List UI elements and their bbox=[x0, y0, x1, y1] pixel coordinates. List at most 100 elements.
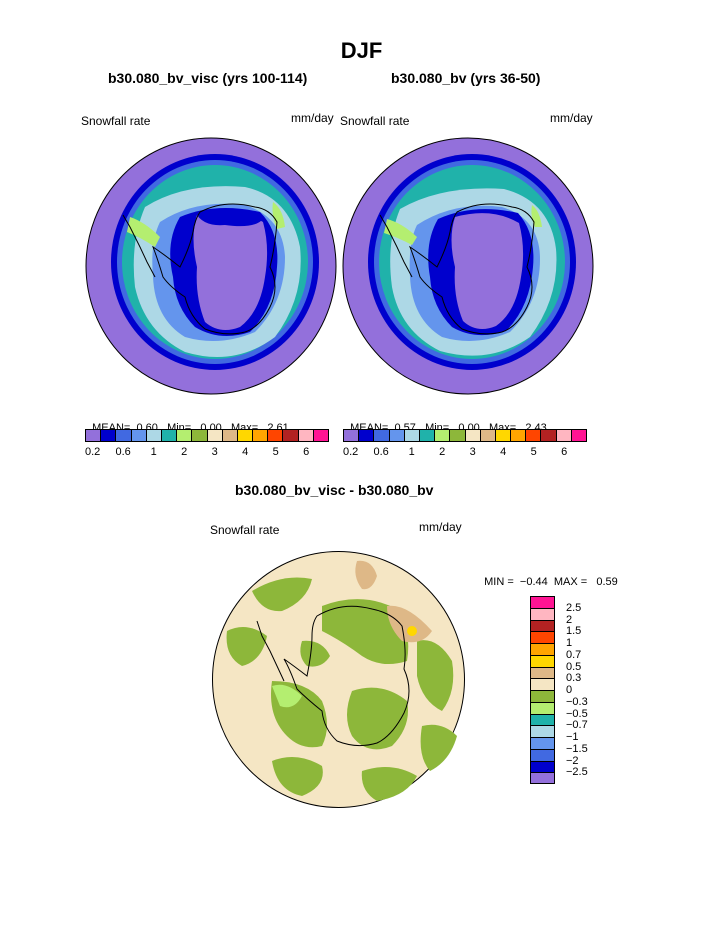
panel2-polar-map bbox=[342, 137, 594, 395]
colorbar-swatch bbox=[530, 607, 555, 620]
colorbar-swatch bbox=[530, 737, 555, 749]
colorbar-swatch bbox=[530, 725, 555, 737]
colorbar-tick-label: 5 bbox=[530, 446, 537, 458]
colorbar-swatch bbox=[450, 430, 466, 441]
colorbar-swatch bbox=[101, 430, 117, 441]
colorbar-swatch bbox=[237, 430, 254, 441]
panel1-subtitle: b30.080_bv_visc (yrs 100-114) bbox=[108, 70, 308, 86]
colorbar-level-label: −0.3 bbox=[566, 695, 588, 708]
colorbar-tick-label: 5 bbox=[272, 446, 279, 458]
colorbar-swatch bbox=[530, 701, 555, 714]
colorbar-tick-label: 0.2 bbox=[84, 446, 101, 458]
diff-peninsula-coast bbox=[256, 620, 285, 682]
colorbar-swatch bbox=[161, 430, 178, 441]
panel2-subtitle: b30.080_bv (yrs 36-50) bbox=[391, 70, 541, 86]
diff-colorbar bbox=[530, 596, 555, 784]
panel1-variable-label: Snowfall rate bbox=[81, 114, 151, 128]
colorbar-swatch bbox=[530, 748, 555, 761]
colorbar-swatch bbox=[207, 430, 223, 441]
colorbar-level-label: −2.5 bbox=[566, 766, 588, 779]
colorbar-tick-label: 6 bbox=[561, 446, 568, 458]
panel1-coastline bbox=[151, 203, 278, 335]
colorbar-swatch bbox=[530, 690, 555, 702]
diff-stats: MIN = −0.44 MAX = 0.59 bbox=[478, 564, 618, 588]
colorbar-tick-label: 0.6 bbox=[373, 446, 389, 458]
colorbar-swatch bbox=[359, 430, 375, 441]
colorbar-swatch bbox=[530, 666, 555, 679]
colorbar-swatch bbox=[389, 430, 405, 441]
diff-polar-map bbox=[212, 551, 465, 808]
colorbar-tick-label: 6 bbox=[303, 446, 310, 458]
colorbar-level-label: 0.5 bbox=[566, 660, 582, 673]
colorbar-swatch bbox=[541, 430, 557, 441]
panel2-map-fill bbox=[342, 137, 594, 395]
colorbar-level-label: −0.7 bbox=[566, 719, 588, 732]
colorbar-level-label: 1.5 bbox=[566, 625, 582, 638]
panel2-peninsula-coast bbox=[379, 214, 413, 278]
colorbar-swatch bbox=[344, 430, 360, 441]
panel1-colorbar-ticks: 0.2 0.6 1 2 3 4 5 6 bbox=[85, 446, 329, 460]
diff-coastline bbox=[283, 605, 410, 747]
colorbar-level-label: −0.5 bbox=[566, 707, 588, 720]
colorbar-swatch bbox=[374, 430, 390, 441]
colorbar-swatch bbox=[530, 760, 555, 773]
colorbar-swatch bbox=[146, 430, 162, 441]
panel1-units-label: mm/day bbox=[291, 111, 334, 125]
colorbar-level-label: 2 bbox=[566, 613, 573, 626]
colorbar-swatch bbox=[495, 430, 512, 441]
colorbar-swatch bbox=[530, 713, 555, 726]
panel2-variable-label: Snowfall rate bbox=[340, 114, 410, 128]
colorbar-swatch bbox=[530, 619, 555, 632]
diff-variable-label: Snowfall rate bbox=[210, 523, 280, 537]
colorbar-tick-label: 4 bbox=[500, 446, 507, 458]
colorbar-swatch bbox=[283, 430, 299, 441]
colorbar-level-label: 1 bbox=[566, 637, 573, 649]
colorbar-swatch bbox=[530, 654, 555, 667]
diff-units-label: mm/day bbox=[419, 520, 462, 534]
colorbar-tick-label: 1 bbox=[150, 446, 157, 458]
colorbar-tick-label: 3 bbox=[469, 446, 476, 458]
colorbar-swatch bbox=[511, 430, 527, 441]
diff-max-label: MAX = bbox=[553, 576, 588, 588]
colorbar-level-label: 0.7 bbox=[566, 648, 582, 661]
colorbar-swatch bbox=[268, 430, 284, 441]
diff-subtitle: b30.080_bv_visc - b30.080_bv bbox=[235, 482, 434, 498]
panel1-colorbar bbox=[85, 429, 329, 442]
colorbar-tick-label: 3 bbox=[211, 446, 218, 458]
colorbar-swatch bbox=[222, 430, 238, 441]
colorbar-swatch bbox=[435, 430, 451, 441]
colorbar-level-label: −1 bbox=[566, 731, 579, 743]
colorbar-level-label: −1.5 bbox=[566, 742, 588, 755]
colorbar-swatch bbox=[480, 430, 496, 441]
colorbar-swatch bbox=[571, 430, 586, 441]
colorbar-level-label: 0 bbox=[566, 684, 573, 696]
colorbar-swatch bbox=[530, 678, 555, 690]
panel2-colorbar-ticks: 0.2 0.6 1 2 3 4 5 6 bbox=[343, 446, 587, 460]
colorbar-level-label: 0.3 bbox=[566, 672, 582, 685]
panel1-map-fill bbox=[85, 137, 337, 395]
panel1-peninsula-coast bbox=[122, 214, 156, 278]
colorbar-swatch bbox=[86, 430, 102, 441]
colorbar-swatch bbox=[404, 430, 420, 441]
colorbar-tick-label: 2 bbox=[181, 446, 188, 458]
diff-min-label: MIN = bbox=[484, 576, 514, 588]
colorbar-swatch bbox=[253, 430, 269, 441]
colorbar-tick-label: 0.2 bbox=[342, 446, 359, 458]
colorbar-swatch bbox=[556, 430, 572, 441]
colorbar-swatch bbox=[530, 643, 555, 655]
diff-map-fill bbox=[212, 551, 465, 808]
colorbar-tick-label: 2 bbox=[439, 446, 446, 458]
diff-max-value: 0.59 bbox=[596, 576, 618, 588]
colorbar-swatch bbox=[465, 430, 481, 441]
colorbar-tick-label: 0.6 bbox=[115, 446, 131, 458]
colorbar-tick-label: 1 bbox=[408, 446, 415, 458]
colorbar-swatch bbox=[116, 430, 132, 441]
colorbar-swatch bbox=[530, 772, 555, 784]
colorbar-tick-label: 4 bbox=[242, 446, 249, 458]
panel2-colorbar bbox=[343, 429, 587, 442]
colorbar-swatch bbox=[192, 430, 208, 441]
colorbar-swatch bbox=[526, 430, 542, 441]
colorbar-level-label: −2 bbox=[566, 754, 579, 767]
colorbar-swatch bbox=[313, 430, 328, 441]
page-title: DJF bbox=[340, 38, 383, 63]
